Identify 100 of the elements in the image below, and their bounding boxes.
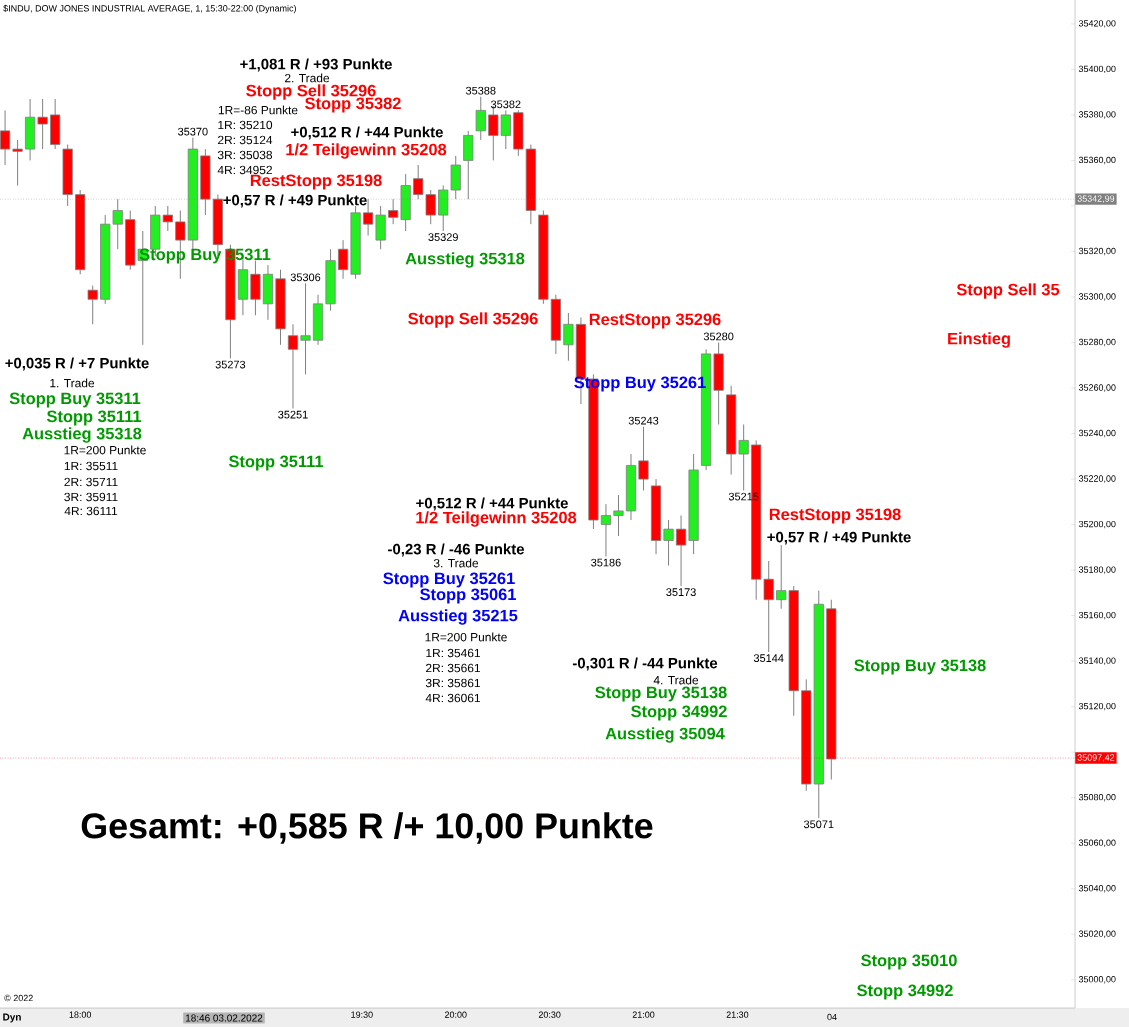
text: Dyn (3, 1013, 21, 1023)
annotation: Gesamt: +0,585 R /+ 10,00 Punkte (81, 812, 653, 844)
annotation: +1,081 R / +93 Punkte (240, 58, 392, 72)
candlestick (675, 515, 687, 587)
annotation: -0,301 R / -44 Punkte (572, 657, 718, 671)
y-tick-label: 35160,00 (1078, 611, 1116, 620)
annotation: Stopp Buy 35311 (9, 392, 141, 408)
annotation: 1R: 35461 (426, 648, 480, 658)
y-tick-label: 35280,00 (1078, 338, 1116, 347)
candlestick (563, 312, 574, 362)
annotation: 35173 (666, 588, 696, 597)
y-tick-label: 35240,00 (1078, 429, 1116, 438)
annotation: Stopp Buy 35138 (854, 659, 986, 675)
annotation: Stopp Buy 35138 (595, 686, 727, 702)
annotation: 2R: 35124 (218, 135, 273, 145)
annotation: 4R: 34952 (217, 165, 272, 175)
annotation: Stopp Buy 35261 (383, 572, 515, 588)
x-tick-label: 20:00 (444, 1011, 467, 1018)
annotation: Stopp Sell 35 (956, 283, 1060, 299)
annotation: 35251 (278, 410, 308, 419)
annotation: Stopp 35111 (46, 410, 142, 426)
annotation: 35388 (465, 86, 496, 95)
candlestick (0, 109, 11, 166)
candlestick (638, 426, 649, 491)
annotation: +0,035 R / +7 Punkte (5, 357, 149, 371)
annotation: 35280 (703, 332, 734, 341)
annotation: +0,512 R / +44 Punkte (291, 126, 443, 140)
annotation: +0,57 R / +49 Punkte (767, 531, 911, 545)
y-tick-label: 35320,00 (1078, 247, 1116, 256)
annotation: +0,57 R / +49 Punkte (223, 194, 367, 208)
y-tick-label: 35040,00 (1078, 885, 1116, 893)
annotation: 1/2 Teilgewinn 35208 (416, 511, 577, 527)
annotation: +0,512 R / +44 Punkte (416, 497, 568, 511)
text: 18:46 03.02.2022 (185, 1014, 263, 1022)
annotation: 35144 (753, 654, 784, 663)
annotation: 35243 (628, 416, 659, 425)
candlestick (337, 239, 349, 280)
annotation: Stopp 35111 (228, 455, 324, 471)
annotation: Ausstieg 35318 (22, 427, 142, 443)
candlestick (37, 98, 48, 150)
ref-line-label: 35342,99 (1077, 195, 1115, 203)
annotation: 2R: 35711 (64, 477, 118, 487)
candlestick (613, 494, 624, 537)
annotation: 35370 (178, 127, 208, 136)
y-tick-label: 35400,00 (1078, 65, 1116, 74)
y-tick-label: 35120,00 (1078, 702, 1116, 711)
annotation: Stopp 35010 (861, 954, 957, 970)
y-tick-label: 35200,00 (1078, 520, 1116, 529)
annotation: 1R=200 Punkte (64, 445, 146, 455)
candlestick (300, 282, 311, 375)
y-tick-label: 35140,00 (1078, 657, 1116, 665)
annotation: Einstieg (948, 332, 1010, 348)
annotation: Stopp Sell 35296 (408, 312, 538, 328)
y-tick-label: 35380,00 (1078, 111, 1116, 119)
annotation: 1R=-86 Punkte (218, 105, 298, 115)
y-tick-label: 35360,00 (1078, 156, 1116, 165)
text: 04 (827, 1013, 837, 1021)
annotation: Stopp 34992 (857, 984, 953, 1000)
candlestick (475, 96, 486, 141)
annotation: -0,23 R / -46 Punkte (388, 543, 524, 557)
y-tick-label: 35180,00 (1078, 566, 1116, 574)
annotation: 1R=200 Punkte (425, 632, 507, 642)
text: $INDU, DOW JONES INDUSTRIAL AVERAGE, 1, 15:30-22:00 (Dynamic) (3, 4, 296, 14)
y-tick-label: 35300,00 (1078, 293, 1116, 301)
annotation: 2R: 35661 (426, 663, 480, 673)
annotation: Ausstieg 35215 (398, 609, 518, 625)
annotation: 4R: 36111 (64, 506, 118, 516)
annotation: Ausstieg 35094 (605, 727, 725, 743)
annotation: Ausstieg 35318 (405, 252, 525, 268)
annotation: 35306 (290, 273, 321, 282)
annotation: 2. Trade (285, 73, 330, 83)
candlestick (663, 519, 674, 567)
y-tick-label: 35080,00 (1078, 794, 1116, 802)
candlestick (600, 503, 612, 557)
y-tick-label: 35020,00 (1078, 930, 1116, 938)
candlestick (87, 285, 98, 325)
annotation: RestStopp 35198 (250, 174, 382, 190)
ref-line-label: 35097,42 (1077, 754, 1115, 762)
annotation: 35186 (591, 558, 621, 567)
y-tick-label: 35420,00 (1078, 20, 1116, 28)
y-tick-label: 35000,00 (1078, 976, 1116, 984)
annotation: 3R: 35861 (425, 678, 480, 688)
candlestick (287, 323, 299, 410)
x-tick-label: 20:30 (538, 1011, 561, 1018)
annotation: Stopp 34992 (631, 705, 727, 721)
annotation: 35382 (491, 100, 521, 109)
annotation: 1R: 35511 (64, 461, 118, 471)
y-tick-label: 35260,00 (1078, 384, 1116, 392)
annotation: 1R: 35210 (218, 120, 273, 130)
x-tick-label: 21:00 (632, 1011, 655, 1018)
annotation: RestStopp 35198 (769, 508, 901, 524)
annotation: 35273 (215, 360, 246, 369)
annotation: RestStopp 35296 (589, 313, 721, 329)
annotation: © 2022 (4, 994, 33, 1002)
candlestick (738, 423, 749, 491)
candlestick (12, 139, 23, 186)
annotation: 3R: 35911 (64, 492, 118, 502)
annotation: Stopp 35061 (420, 588, 516, 604)
annotation: 3. Trade (433, 558, 479, 568)
annotation: 1/2 Teilgewinn 35208 (286, 143, 447, 159)
